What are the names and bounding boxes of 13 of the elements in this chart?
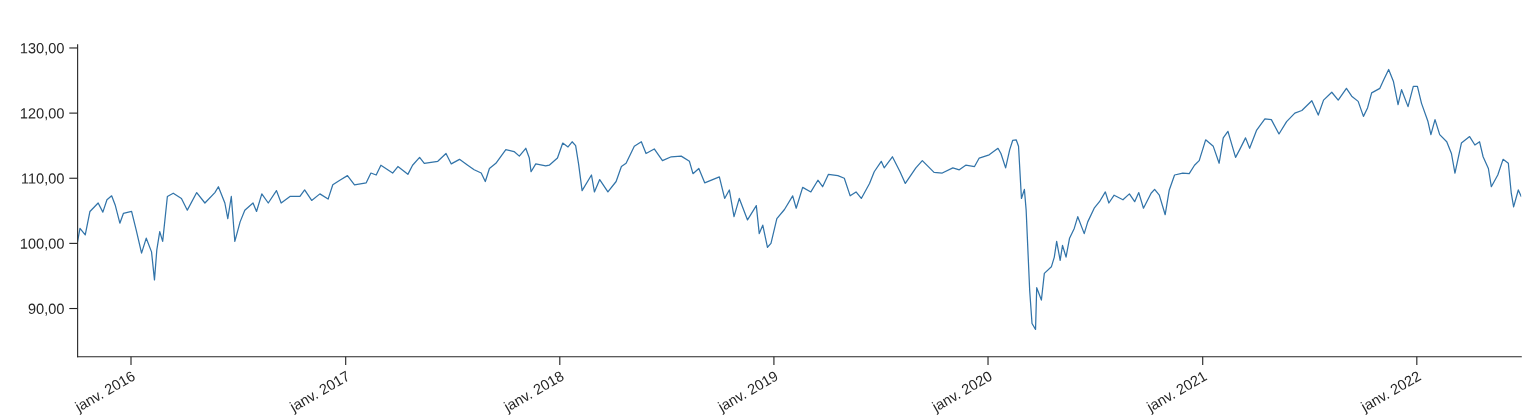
x-tick-label: janv. 2019 — [716, 370, 781, 415]
y-tick-label: 90,00 — [28, 303, 64, 316]
x-tick-label: janv. 2017 — [288, 370, 352, 415]
line-series — [77, 68, 1522, 330]
x-tick-label: janv. 2020 — [930, 370, 995, 415]
x-tick-label: janv. 2022 — [1359, 370, 1423, 415]
y-tick-label: 110,00 — [22, 173, 64, 186]
x-tick-label: janv. 2016 — [73, 370, 138, 415]
x-tick-label: janv. 2018 — [502, 370, 567, 415]
x-tick-label: janv. 2021 — [1145, 370, 1209, 415]
y-tick-label: 120,00 — [20, 108, 64, 121]
y-tick-label: 130,00 — [20, 43, 64, 56]
y-tick-label: 100,00 — [20, 238, 64, 251]
